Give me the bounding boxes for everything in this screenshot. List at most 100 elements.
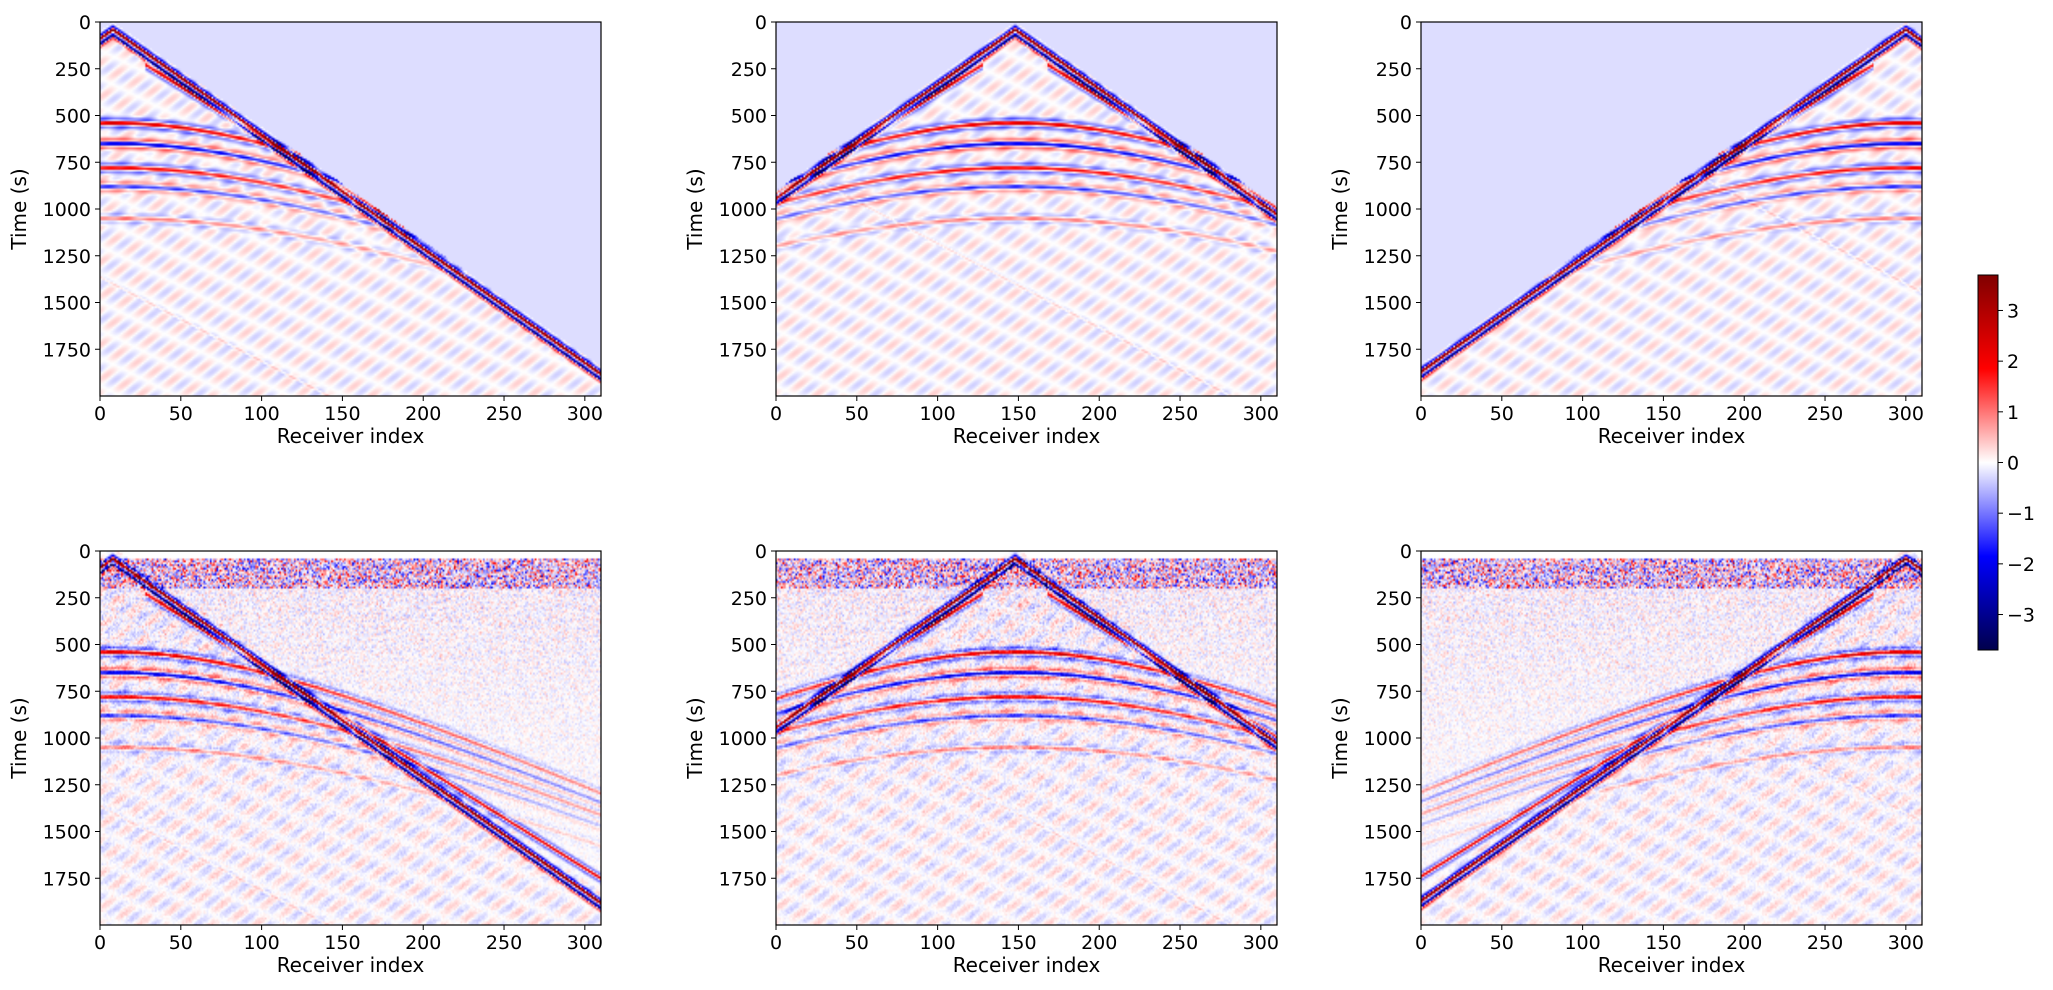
y-tick-label: 750 [55, 152, 91, 174]
y-tick-label: 1000 [719, 199, 767, 221]
y-tick-label: 1250 [43, 775, 91, 797]
y-tick-label: 500 [731, 106, 767, 128]
y-tick-label: 0 [1400, 12, 1412, 34]
x-axis-label: Receiver index [1598, 953, 1746, 977]
colorbar-gradient [1977, 274, 1999, 651]
y-tick-label: 500 [1376, 635, 1412, 657]
y-axis-label: Time (s) [1328, 168, 1352, 250]
y-tick-label: 0 [79, 541, 91, 563]
colorbar-tick-label: −1 [2007, 503, 2035, 525]
y-tick-label: 1750 [1364, 868, 1412, 890]
y-tick-label: 1000 [43, 199, 91, 221]
x-tick-label: 150 [324, 403, 360, 425]
y-tick-label: 500 [55, 106, 91, 128]
x-tick-label: 100 [919, 403, 955, 425]
shot-gather-panel: 0 50 100 150 200 250 300 0 250 500 750 1000 1250 1500… [1328, 12, 1924, 448]
y-axis-label: Time (s) [683, 168, 707, 250]
y-tick-label: 250 [1376, 59, 1412, 81]
x-axis-label: Receiver index [953, 424, 1101, 448]
x-tick-label: 300 [1243, 932, 1279, 954]
y-tick-label: 250 [55, 59, 91, 81]
gather-image [1421, 22, 1922, 396]
x-tick-label: 250 [1162, 932, 1198, 954]
gather-image [1421, 551, 1922, 925]
y-tick-label: 1750 [43, 339, 91, 361]
y-tick-label: 750 [731, 152, 767, 174]
y-tick-label: 1000 [719, 728, 767, 750]
shot-gather-panel: 0 50 100 150 200 250 300 0 250 500 750 1000 1250 1500… [683, 541, 1279, 977]
y-tick-label: 500 [55, 635, 91, 657]
x-tick-label: 150 [1645, 403, 1681, 425]
y-axis-label: Time (s) [7, 168, 31, 250]
shot-gather-panel: 0 50 100 150 200 250 300 0 250 500 750 1000 1250 1500… [7, 541, 603, 977]
x-tick-label: 150 [1000, 932, 1036, 954]
y-tick-label: 1250 [43, 246, 91, 268]
x-tick-label: 250 [1807, 932, 1843, 954]
y-tick-label: 500 [1376, 106, 1412, 128]
y-tick-label: 1250 [719, 246, 767, 268]
x-tick-label: 200 [1081, 403, 1117, 425]
colorbar: 3 2 1 0 −1 −2 −3 [1977, 274, 2035, 651]
x-tick-label: 150 [1645, 932, 1681, 954]
shot-gather-panel: 0 50 100 150 200 250 300 0 250 500 750 1000 1250 1500… [1328, 541, 1924, 977]
x-axis-label: Receiver index [277, 424, 425, 448]
colorbar-tick-label: 0 [2007, 453, 2019, 475]
y-axis-label: Time (s) [683, 697, 707, 779]
y-axis-label: Time (s) [1328, 697, 1352, 779]
x-tick-label: 100 [1564, 932, 1600, 954]
x-tick-label: 100 [243, 403, 279, 425]
panels-layer: 0 50 100 150 200 250 3000250500750100012501500… [7, 12, 1924, 977]
shot-gather-panel: 0 50 100 150 200 250 300 0 250 500 750 1000 1250 1500… [7, 12, 603, 448]
y-tick-label: 250 [55, 588, 91, 610]
x-tick-label: 50 [169, 932, 193, 954]
y-tick-label: 1500 [719, 293, 767, 315]
y-tick-label: 0 [755, 12, 767, 34]
y-tick-label: 1500 [43, 293, 91, 315]
x-tick-label: 250 [1807, 403, 1843, 425]
y-tick-label: 1750 [719, 339, 767, 361]
colorbar-tick-label: 2 [2007, 351, 2019, 373]
y-tick-label: 250 [731, 59, 767, 81]
y-tick-label: 750 [55, 681, 91, 703]
x-axis-label: Receiver index [277, 953, 425, 977]
y-tick-label: 750 [1376, 152, 1412, 174]
x-tick-label: 0 [94, 403, 106, 425]
y-tick-label: 1750 [1364, 339, 1412, 361]
y-tick-label: 1750 [719, 868, 767, 890]
y-tick-label: 1500 [43, 822, 91, 844]
x-tick-label: 300 [567, 932, 603, 954]
x-tick-label: 50 [1490, 403, 1514, 425]
y-tick-label: 750 [1376, 681, 1412, 703]
y-tick-label: 750 [731, 681, 767, 703]
y-tick-label: 0 [755, 541, 767, 563]
y-tick-label: 1250 [719, 775, 767, 797]
y-tick-label: 250 [731, 588, 767, 610]
x-tick-label: 150 [1000, 403, 1036, 425]
x-tick-label: 100 [919, 932, 955, 954]
x-tick-label: 300 [567, 403, 603, 425]
x-tick-label: 300 [1888, 403, 1924, 425]
y-tick-label: 1000 [43, 728, 91, 750]
y-tick-label: 1250 [1364, 775, 1412, 797]
y-tick-label: 1750 [43, 868, 91, 890]
gather-image [776, 22, 1277, 396]
y-tick-label: 500 [731, 635, 767, 657]
x-tick-label: 250 [486, 932, 522, 954]
y-tick-label: 1500 [1364, 822, 1412, 844]
x-tick-label: 300 [1243, 403, 1279, 425]
x-tick-label: 100 [243, 932, 279, 954]
y-axis-label: Time (s) [7, 697, 31, 779]
gather-image [776, 551, 1277, 925]
x-tick-label: 0 [1415, 932, 1427, 954]
y-tick-label: 1000 [1364, 728, 1412, 750]
x-tick-label: 50 [169, 403, 193, 425]
x-tick-label: 250 [486, 403, 522, 425]
y-tick-label: 0 [1400, 541, 1412, 563]
x-tick-label: 0 [1415, 403, 1427, 425]
gather-image [100, 22, 601, 396]
colorbar-tick-label: −3 [2007, 605, 2035, 627]
x-tick-label: 50 [1490, 932, 1514, 954]
y-tick-label: 0 [79, 12, 91, 34]
x-tick-label: 300 [1888, 932, 1924, 954]
